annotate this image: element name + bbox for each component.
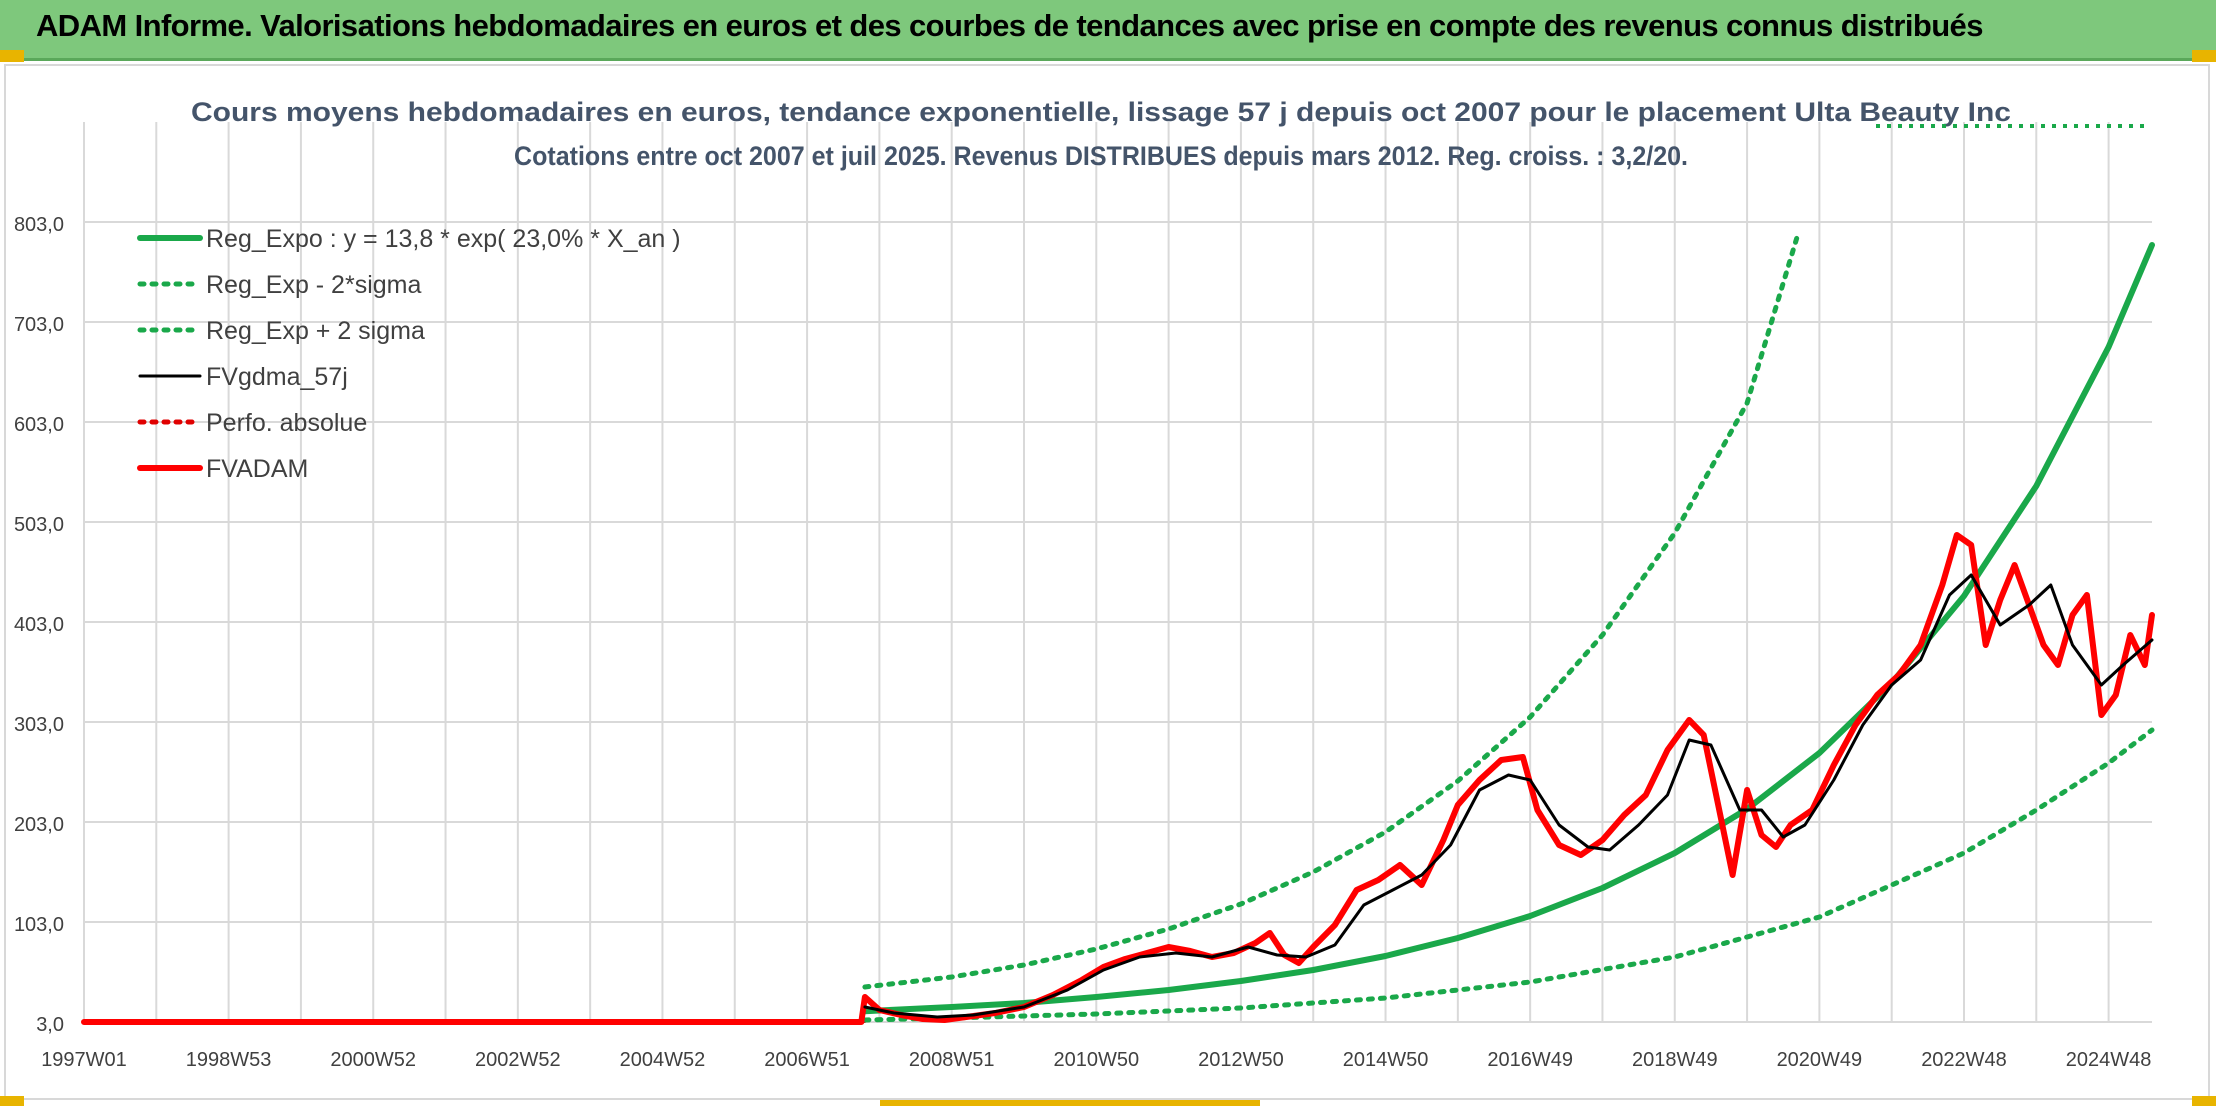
y-tick-label: 403,0	[14, 614, 64, 636]
legend: Reg_Expo : y = 13,8 * exp( 23,0% * X_an …	[137, 225, 681, 483]
legend-label-4: Perfo. absolue	[206, 409, 367, 437]
report-banner: ADAM Informe. Valorisations hebdomadaire…	[0, 0, 2216, 61]
series-line-1	[862, 727, 2155, 1023]
x-tick-label: 1997W01	[41, 1049, 127, 1071]
legend-label-3: FVgdma_57j	[206, 363, 348, 391]
y-tick-label: 803,0	[14, 214, 64, 236]
x-tick-label: 2012W50	[1198, 1049, 1284, 1071]
axis-layer: 3,0 103,0 203,0 303,0 403,0 503,0 603,0 703,0 80…	[14, 214, 2151, 1071]
y-tick-label: 3,0	[36, 1014, 64, 1036]
x-tick-label: 2008W51	[909, 1049, 995, 1071]
x-tick-label: 2010W50	[1053, 1049, 1139, 1071]
footer-accent-right	[2192, 1096, 2216, 1106]
x-tick-label: 2006W51	[764, 1049, 850, 1071]
y-tick-label: 203,0	[14, 814, 64, 836]
x-tick-label: 2000W52	[330, 1049, 416, 1071]
legend-label-1: Reg_Exp - 2*sigma	[206, 271, 421, 299]
x-tick-label: 2018W49	[1632, 1049, 1718, 1071]
x-tick-label: 1998W53	[186, 1049, 272, 1071]
footer-accent-left	[0, 1096, 24, 1106]
y-tick-label: 303,0	[14, 714, 64, 736]
report-title: ADAM Informe. Valorisations hebdomadaire…	[36, 8, 1983, 43]
legend-label-5: FVADAM	[206, 455, 308, 483]
banner-accent-right	[2192, 50, 2216, 62]
y-tick-label: 103,0	[14, 914, 64, 936]
series-line-0	[861, 242, 2155, 1015]
legend-label-0: Reg_Expo : y = 13,8 * exp( 23,0% * X_an …	[206, 225, 681, 253]
chart-title-line2: Cotations entre oct 2007 et juil 2025. R…	[514, 141, 1688, 171]
x-tick-label: 2022W48	[1921, 1049, 2007, 1071]
y-tick-label: 503,0	[14, 514, 64, 536]
series-line-2	[862, 232, 1801, 990]
x-tick-label: 2014W50	[1343, 1049, 1429, 1071]
y-tick-label: 603,0	[14, 414, 64, 436]
grid-layer	[83, 122, 2152, 1023]
x-tick-label: 2002W52	[475, 1049, 561, 1071]
footer-accent-middle	[880, 1100, 1260, 1106]
series-layer	[81, 232, 2155, 1025]
chart-title-line1: Cours moyens hebdomadaires en euros, ten…	[191, 97, 2011, 127]
y-tick-label: 703,0	[14, 314, 64, 336]
x-tick-label: 2004W52	[620, 1049, 706, 1071]
x-tick-label: 2016W49	[1487, 1049, 1573, 1071]
x-tick-label: 2024W48	[2066, 1049, 2152, 1071]
series-line-5	[81, 532, 2155, 1025]
chart-frame	[4, 64, 2210, 1100]
legend-label-2: Reg_Exp + 2 sigma	[206, 317, 425, 345]
series-line-3	[863, 573, 2154, 1019]
banner-accent-left	[0, 50, 24, 62]
x-tick-label: 2020W49	[1777, 1049, 1863, 1071]
